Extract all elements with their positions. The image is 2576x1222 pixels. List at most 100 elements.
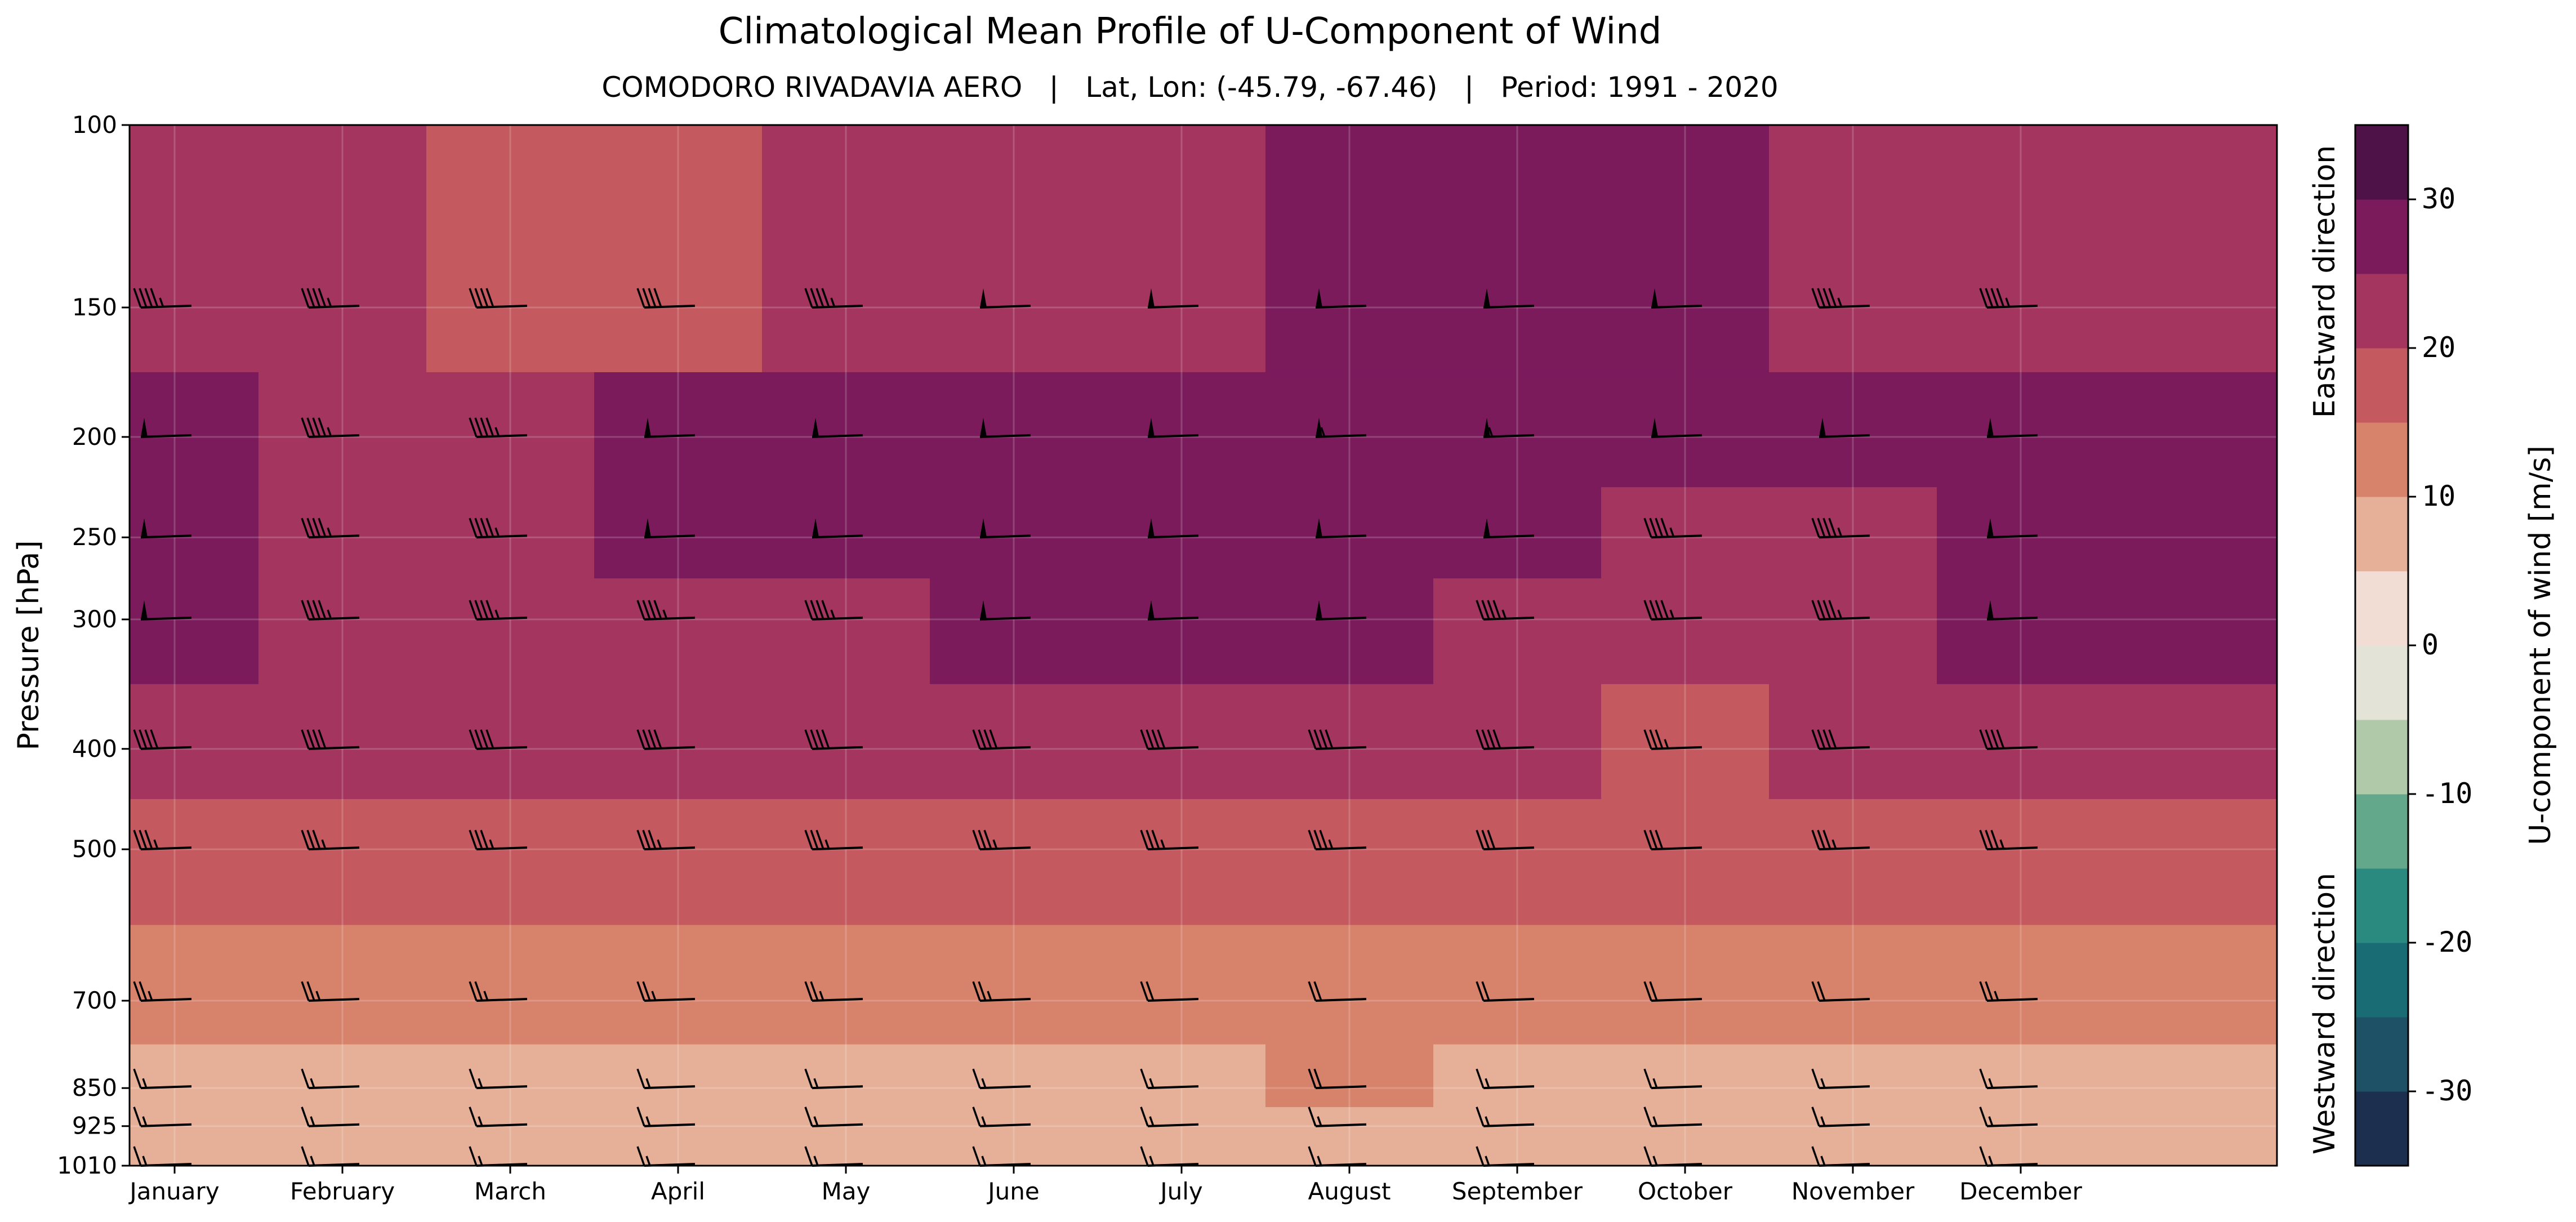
contour-cell xyxy=(1433,1145,1602,1166)
contour-cell xyxy=(930,925,1098,1045)
colorbar-tick-label: 30 xyxy=(2422,182,2455,215)
contour-cell xyxy=(130,372,259,488)
contour-cell xyxy=(594,372,763,488)
contour-cell xyxy=(426,1044,595,1108)
contour-cell xyxy=(1098,799,1266,926)
contour-cell xyxy=(426,799,595,926)
westward-label: Westward direction xyxy=(2308,873,2342,1154)
contour-cell xyxy=(426,925,595,1045)
wind-barb xyxy=(1811,1068,1870,1090)
y-tick-label: 700 xyxy=(72,987,117,1014)
y-tick-label: 200 xyxy=(72,423,117,451)
wind-barb xyxy=(1308,1068,1367,1090)
contour-cell xyxy=(259,1044,427,1108)
contour-cell xyxy=(426,372,595,488)
wind-barb xyxy=(1315,288,1367,309)
x-tick-label: May xyxy=(822,1178,871,1205)
wind-barb xyxy=(133,1068,192,1090)
x-tick-label: June xyxy=(986,1178,1039,1205)
contour-cell xyxy=(762,799,930,926)
wind-barb xyxy=(1651,288,1703,309)
contour-cell xyxy=(1601,1107,1770,1147)
wind-barb xyxy=(1811,729,1870,750)
wind-barb xyxy=(301,829,360,851)
colorbar-segment xyxy=(2355,868,2408,943)
colorbar-tick-label: 20 xyxy=(2422,331,2455,364)
x-tick-label: March xyxy=(474,1178,546,1205)
contour-cell xyxy=(762,578,930,685)
contour-cell xyxy=(1769,1044,1937,1108)
wind-barb xyxy=(1986,518,2038,539)
contour-cell xyxy=(130,487,259,579)
contour-cell xyxy=(426,578,595,685)
contour-cell xyxy=(259,799,427,926)
wind-barb xyxy=(301,1107,360,1127)
contour-cell xyxy=(1937,487,2278,579)
contour-cell xyxy=(1433,578,1602,685)
contour-cell xyxy=(1265,684,1434,800)
wind-barb xyxy=(972,729,1031,750)
y-tick-label: 500 xyxy=(72,835,117,863)
contour-cell xyxy=(130,1044,259,1108)
contour-cell xyxy=(1098,684,1266,800)
contour-cell xyxy=(1098,487,1266,579)
wind-barb xyxy=(469,518,528,539)
contour-cell xyxy=(1265,1044,1434,1108)
eastward-label: Eastward direction xyxy=(2308,145,2342,418)
contour-cell xyxy=(1433,487,1602,579)
contour-cell xyxy=(762,1145,930,1166)
x-tick-label: December xyxy=(1959,1178,2083,1205)
wind-barb xyxy=(1979,981,2038,1002)
contour-cell xyxy=(1433,684,1602,800)
colorbar-tick-label: -30 xyxy=(2422,1074,2472,1107)
wind-barb xyxy=(812,417,863,438)
wind-barb xyxy=(1476,1068,1535,1090)
wind-barb xyxy=(1979,288,2038,309)
contour-cell xyxy=(762,1107,930,1147)
x-tick-label: February xyxy=(290,1178,395,1205)
colorbar-segment xyxy=(2355,794,2408,869)
contour-cell xyxy=(762,925,930,1045)
y-axis-label: Pressure [hPa] xyxy=(12,541,46,751)
contour-cell xyxy=(1937,799,2278,926)
wind-barb xyxy=(972,1068,1031,1090)
y-tick-label: 100 xyxy=(72,111,117,139)
y-tick-label: 250 xyxy=(72,523,117,551)
wind-barb xyxy=(1308,981,1367,1002)
contour-cell xyxy=(1265,1145,1434,1166)
wind-barb xyxy=(1308,1107,1367,1127)
wind-barb xyxy=(1140,729,1199,750)
wind-barb xyxy=(636,600,696,621)
wind-barb xyxy=(301,518,360,539)
wind-barb xyxy=(1147,600,1199,621)
contour-cell xyxy=(1433,1107,1602,1147)
contour-cell xyxy=(130,125,259,373)
colorbar-tick-label: 10 xyxy=(2422,480,2455,512)
contour-cell xyxy=(1433,925,1602,1045)
wind-barb xyxy=(979,518,1031,539)
contour-cell xyxy=(130,799,259,926)
x-tick-label: April xyxy=(651,1178,705,1205)
contour-cell xyxy=(259,1107,427,1147)
wind-barb xyxy=(133,288,192,309)
contour-cell xyxy=(1265,578,1434,685)
wind-barb xyxy=(1476,600,1535,621)
wind-barb xyxy=(1979,1107,2038,1127)
colorbar-segment xyxy=(2355,199,2408,274)
wind-barb xyxy=(1476,981,1535,1002)
wind-barb xyxy=(469,829,528,851)
wind-barb xyxy=(133,1107,192,1127)
colorbar-tick-label: -10 xyxy=(2422,777,2472,810)
wind-barb xyxy=(636,1107,696,1127)
contour-cell xyxy=(762,684,930,800)
colorbar-segment xyxy=(2355,943,2408,1018)
contour-cell xyxy=(426,1145,595,1166)
contour-cell xyxy=(1265,372,1434,488)
contour-cell xyxy=(594,1044,763,1108)
contour-cell xyxy=(594,799,763,926)
contour-cell xyxy=(259,1145,427,1166)
contour-cell xyxy=(1433,1044,1602,1108)
wind-barb xyxy=(1819,417,1870,438)
colorbar-segment xyxy=(2355,125,2408,200)
wind-barb xyxy=(1140,981,1199,1002)
